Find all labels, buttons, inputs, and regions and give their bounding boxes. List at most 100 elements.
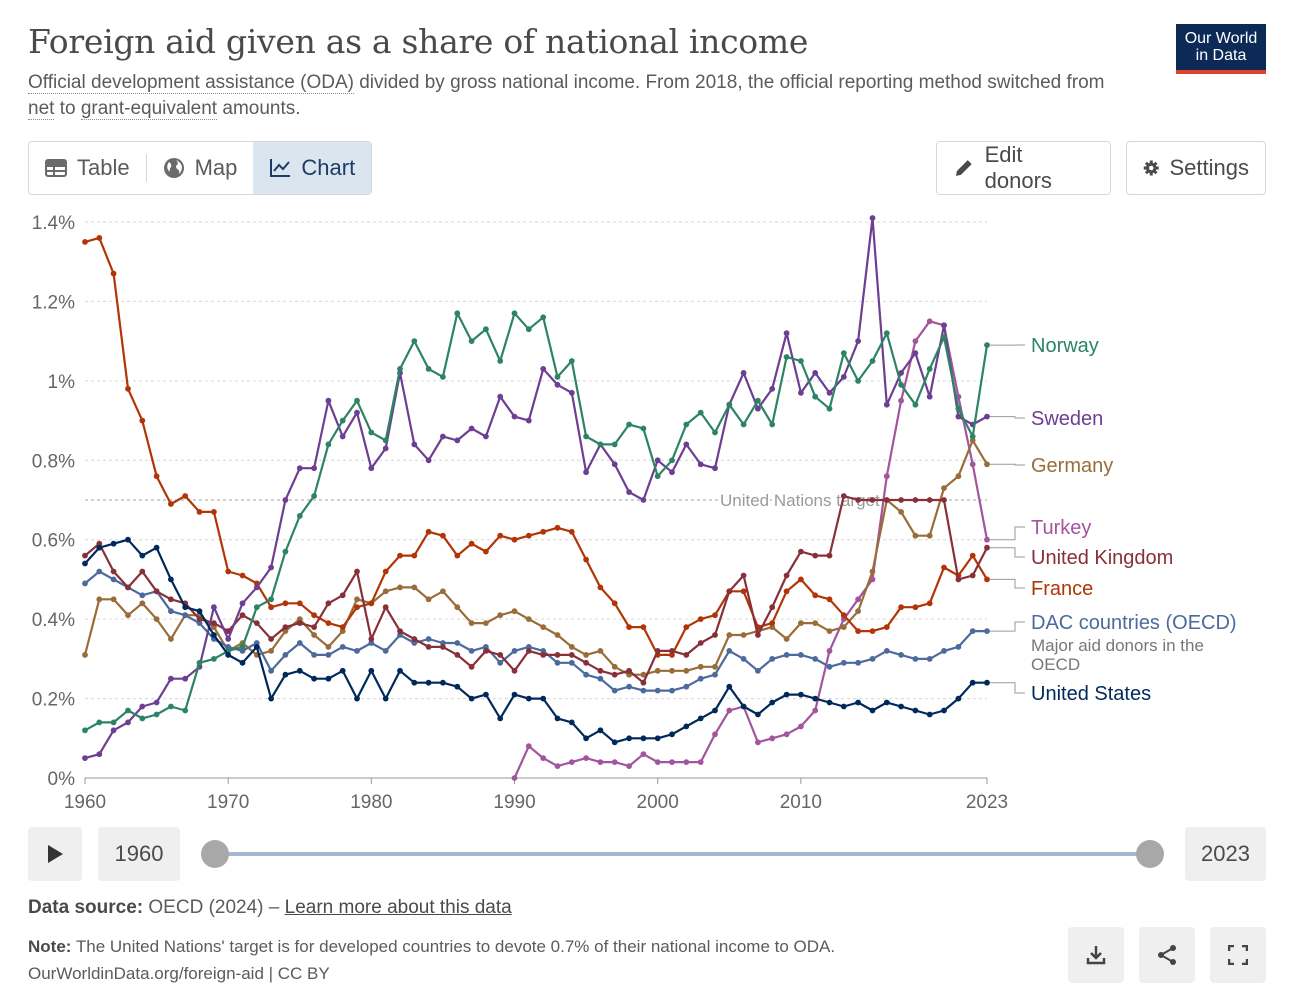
fullscreen-button[interactable] (1210, 927, 1266, 983)
data-point-us (239, 659, 246, 666)
timeline-start-handle[interactable] (201, 840, 229, 868)
data-point-dac (239, 648, 246, 654)
timeline-track[interactable] (214, 852, 1150, 856)
data-point-france (282, 600, 289, 607)
data-point-turkey (883, 473, 890, 480)
data-point-uk (798, 548, 804, 555)
tab-map[interactable]: Map (147, 142, 254, 194)
globe-icon (163, 158, 184, 178)
data-point-us (153, 544, 160, 551)
timeline-end-handle[interactable] (1136, 840, 1164, 868)
data-point-turkey (583, 755, 589, 761)
data-point-sweden (411, 441, 418, 448)
data-point-uk (883, 497, 890, 503)
data-point-germany (296, 616, 303, 622)
legend-connector-germany (990, 463, 1025, 466)
data-point-turkey (640, 751, 647, 758)
y-tick-label: 1.2% (32, 292, 75, 313)
data-point-norway (211, 656, 217, 662)
y-tick-label: 0% (48, 769, 76, 790)
data-point-us (354, 695, 360, 702)
data-point-france (440, 532, 446, 539)
data-point-uk (268, 636, 274, 642)
legend-label-france: France (1031, 578, 1093, 600)
edit-donors-label: Edit donors (984, 142, 1052, 193)
subtitle-link-oda[interactable]: Official development assistance (ODA) (28, 72, 354, 94)
data-point-norway (153, 711, 160, 718)
data-point-germany (740, 632, 747, 638)
data-point-uk (411, 636, 418, 642)
start-year-box[interactable]: 1960 (98, 827, 180, 881)
data-point-uk (654, 648, 661, 654)
x-tick-label: 2023 (966, 792, 1008, 813)
data-point-germany (869, 568, 876, 575)
play-button[interactable] (28, 827, 82, 881)
data-point-france (168, 501, 174, 507)
data-point-us (96, 544, 103, 551)
data-point-sweden (640, 497, 647, 503)
edit-donors-button[interactable]: Edit donors (936, 141, 1111, 195)
data-point-uk (540, 652, 547, 658)
share-button[interactable] (1139, 927, 1195, 983)
data-point-france (354, 604, 360, 611)
data-point-sweden (740, 370, 747, 376)
data-point-norway (783, 354, 790, 360)
owid-logo[interactable]: Our World in Data (1176, 24, 1266, 74)
data-point-uk (955, 576, 962, 583)
data-point-norway (339, 417, 346, 424)
download-button[interactable] (1068, 927, 1124, 983)
data-point-us (826, 699, 833, 706)
data-point-sweden (840, 374, 847, 380)
note-label: Note: (28, 937, 72, 956)
data-point-turkey (812, 707, 819, 714)
data-point-us (339, 667, 346, 674)
data-point-uk (597, 667, 604, 674)
subtitle-link-net[interactable]: net (28, 98, 55, 120)
data-point-uk (82, 552, 88, 559)
data-point-us (110, 540, 117, 547)
data-point-norway (82, 727, 88, 734)
data-point-germany (96, 596, 103, 603)
data-point-norway (525, 326, 532, 333)
tab-chart[interactable]: Chart (253, 142, 372, 194)
note-text: The United Nations' target is for develo… (75, 937, 836, 956)
data-point-sweden (354, 409, 360, 416)
legend-connector-uk (990, 547, 1025, 558)
chart-note: Note: The United Nations' target is for … (28, 933, 835, 987)
data-point-uk (969, 572, 976, 579)
data-point-us (740, 703, 747, 710)
data-point-dac (654, 687, 661, 694)
data-point-france (339, 624, 346, 630)
data-point-sweden (168, 675, 174, 682)
data-point-sweden (568, 389, 575, 396)
end-year-box[interactable]: 2023 (1185, 827, 1266, 881)
data-point-us (497, 715, 504, 722)
data-point-us (683, 723, 690, 730)
data-point-us (225, 652, 232, 658)
data-point-germany (153, 616, 160, 622)
data-point-sweden (611, 461, 618, 468)
chart-title: Foreign aid given as a share of national… (28, 22, 809, 61)
data-point-france (626, 624, 632, 630)
data-point-sweden (826, 389, 833, 396)
data-point-turkey (669, 759, 675, 765)
data-point-dac (325, 652, 332, 658)
line-chart: 0% 0.2% 0.4% 0.6% 0.8% 1% 1.2% 1.4% 1960 1970 1980… (32, 213, 1237, 813)
data-point-sweden (540, 366, 547, 372)
data-point-turkey (755, 739, 761, 746)
y-tick-label: 0.4% (32, 610, 75, 631)
data-point-france (984, 576, 990, 583)
data-point-norway (640, 425, 647, 432)
tab-table[interactable]: Table (29, 142, 146, 194)
data-point-norway (125, 707, 131, 714)
learn-more-link[interactable]: Learn more about this data (284, 897, 512, 918)
data-point-us (812, 695, 819, 702)
subtitle-link-grant-equivalent[interactable]: grant-equivalent (80, 98, 218, 120)
settings-button[interactable]: Settings (1126, 141, 1266, 195)
data-point-sweden (955, 413, 962, 420)
data-point-uk (740, 572, 747, 579)
data-point-france (397, 552, 403, 559)
credit-line: OurWorldinData.org/foreign-aid | CC BY (28, 964, 330, 983)
data-point-uk (96, 540, 103, 547)
data-point-sweden (912, 350, 919, 356)
